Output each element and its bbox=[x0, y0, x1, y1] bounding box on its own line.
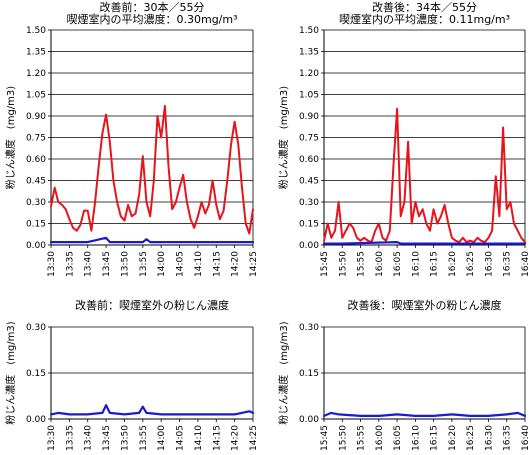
y-tick-label: 1.50 bbox=[299, 26, 319, 36]
y-tick-label: 0.60 bbox=[299, 155, 319, 165]
x-tick-label: 13:50 bbox=[120, 425, 130, 451]
x-tick-label: 13:45 bbox=[102, 425, 112, 451]
x-tick-label: 13:55 bbox=[139, 251, 149, 277]
chart-title: 改善後：34本／55分 bbox=[372, 0, 477, 14]
chart-subtitle: 喫煙室内の平均濃度：0.11mg/m³ bbox=[339, 12, 510, 26]
y-tick-label: 0.30 bbox=[299, 198, 319, 208]
y-tick-label: 0.90 bbox=[26, 112, 46, 122]
x-tick-label: 14:15 bbox=[212, 251, 222, 277]
x-tick-label: 13:50 bbox=[120, 251, 130, 277]
x-tick-label: 15:55 bbox=[357, 425, 367, 451]
x-tick-label: 13:40 bbox=[84, 251, 94, 277]
x-tick-label: 14:20 bbox=[231, 251, 241, 277]
x-tick-label: 16:30 bbox=[484, 251, 494, 277]
series-line-1 bbox=[50, 105, 254, 235]
x-tick-label: 16:35 bbox=[503, 425, 513, 451]
chart-4: 改善後：喫煙室外の粉じん濃度 0.30 0.15 0.00 粉じん濃度 (mg/m3) 1… bbox=[277, 298, 530, 451]
x-tick-label: 13:55 bbox=[139, 425, 149, 451]
y-tick-label: 0.15 bbox=[26, 220, 46, 230]
x-tick-label: 14:20 bbox=[231, 425, 241, 451]
x-tick-label: 14:05 bbox=[176, 251, 186, 277]
x-tick-label: 16:10 bbox=[411, 425, 421, 451]
x-tick-label: 16:35 bbox=[503, 251, 513, 277]
x-tick-label: 15:45 bbox=[320, 251, 330, 277]
y-tick-label: 0.75 bbox=[26, 134, 46, 144]
y-tick-label: 1.50 bbox=[26, 26, 46, 36]
x-tick-label: 16:00 bbox=[375, 251, 385, 277]
y-axis-label: 粉じん濃度 (mg/m3) bbox=[277, 86, 290, 189]
y-tick-label: 0.90 bbox=[299, 112, 319, 122]
y-tick-label: 0.60 bbox=[26, 155, 46, 165]
y-tick-label: 1.20 bbox=[299, 69, 319, 79]
y-tick-label: 0.15 bbox=[26, 369, 46, 379]
y-tick-label: 0.00 bbox=[26, 241, 46, 251]
x-tick-label: 14:25 bbox=[249, 425, 259, 451]
x-tick-label: 13:45 bbox=[102, 251, 112, 277]
x-tick-label: 16:30 bbox=[484, 425, 494, 451]
x-tick-label: 15:50 bbox=[338, 425, 348, 451]
series-line-1 bbox=[322, 411, 527, 417]
x-tick-label: 15:55 bbox=[357, 251, 367, 277]
chart-title: 改善前：喫煙室外の粉じん濃度 bbox=[75, 298, 229, 312]
x-tick-label: 15:50 bbox=[338, 251, 348, 277]
x-tick-label: 16:15 bbox=[430, 425, 440, 451]
x-tick-label: 16:15 bbox=[430, 251, 440, 277]
y-tick-label: 1.05 bbox=[26, 91, 46, 101]
series-line-2 bbox=[322, 241, 527, 245]
chart-title: 改善後：喫煙室外の粉じん濃度 bbox=[348, 298, 502, 312]
x-tick-label: 14:00 bbox=[157, 251, 167, 277]
y-tick-label: 0.75 bbox=[299, 134, 319, 144]
x-tick-label: 13:40 bbox=[84, 425, 94, 451]
x-tick-label: 16:10 bbox=[411, 251, 421, 277]
y-tick-label: 0.00 bbox=[26, 415, 46, 425]
chart-3: 改善前：喫煙室外の粉じん濃度 0.30 0.15 0.00 粉じん濃度 (mg/m3) 1… bbox=[4, 298, 259, 451]
x-tick-label: 16:05 bbox=[393, 425, 403, 451]
x-tick-label: 13:35 bbox=[65, 425, 75, 451]
y-tick-label: 1.05 bbox=[299, 91, 319, 101]
x-tick-label: 16:05 bbox=[393, 251, 403, 277]
y-tick-label: 0.15 bbox=[299, 220, 319, 230]
x-tick-label: 14:05 bbox=[176, 425, 186, 451]
series-line-2 bbox=[49, 236, 255, 244]
x-tick-label: 13:35 bbox=[65, 251, 75, 277]
y-tick-label: 0.00 bbox=[299, 241, 319, 251]
x-tick-label: 16:00 bbox=[375, 425, 385, 451]
x-tick-label: 15:45 bbox=[320, 425, 330, 451]
y-axis-label: 粉じん濃度 (mg/m3) bbox=[277, 321, 290, 424]
y-tick-label: 0.30 bbox=[26, 198, 46, 208]
x-tick-label: 14:25 bbox=[249, 251, 259, 277]
chart-subtitle: 喫煙室内の平均濃度：0.30mg/m³ bbox=[66, 12, 237, 26]
y-tick-label: 0.45 bbox=[26, 177, 46, 187]
y-tick-label: 0.15 bbox=[299, 369, 319, 379]
y-tick-label: 1.20 bbox=[26, 69, 46, 79]
x-tick-label: 16:25 bbox=[466, 251, 476, 277]
y-axis-label: 粉じん濃度 (mg/m3) bbox=[4, 86, 17, 189]
x-tick-label: 13:30 bbox=[47, 425, 57, 451]
x-tick-label: 16:40 bbox=[521, 425, 530, 451]
x-tick-label: 14:10 bbox=[194, 251, 204, 277]
y-tick-label: 0.00 bbox=[299, 415, 319, 425]
y-tick-label: 0.30 bbox=[26, 323, 46, 333]
y-tick-label: 1.35 bbox=[26, 48, 46, 58]
x-tick-label: 14:15 bbox=[212, 425, 222, 451]
x-tick-label: 16:40 bbox=[521, 251, 530, 277]
y-tick-label: 1.35 bbox=[299, 48, 319, 58]
chart-title: 改善前：30本／55分 bbox=[100, 0, 205, 14]
y-tick-label: 0.30 bbox=[299, 323, 319, 333]
y-axis-label: 粉じん濃度 (mg/m3) bbox=[4, 321, 17, 424]
y-tick-label: 0.45 bbox=[299, 177, 319, 187]
series-line-1 bbox=[49, 404, 255, 416]
x-tick-label: 16:20 bbox=[448, 425, 458, 451]
series-line-1 bbox=[323, 107, 526, 244]
x-tick-label: 13:30 bbox=[47, 251, 57, 277]
x-tick-label: 16:20 bbox=[448, 251, 458, 277]
x-tick-label: 14:00 bbox=[157, 425, 167, 451]
x-tick-label: 14:10 bbox=[194, 425, 204, 451]
x-tick-label: 16:25 bbox=[466, 425, 476, 451]
